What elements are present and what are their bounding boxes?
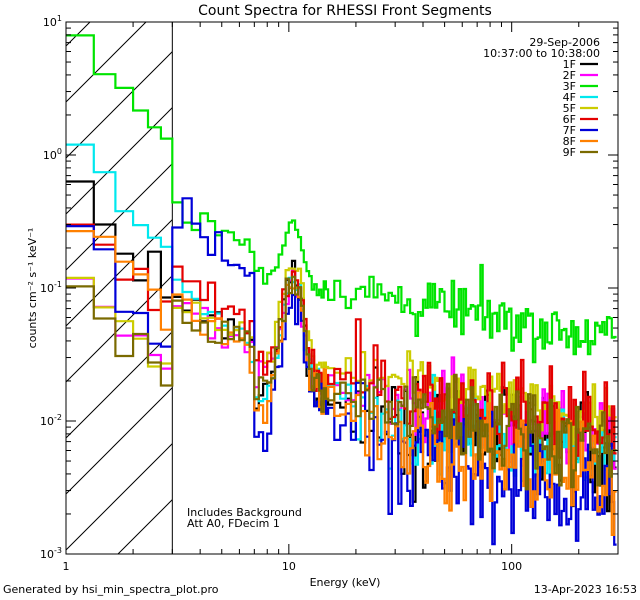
y-tick-label: 10-3 <box>40 546 62 561</box>
series-9F <box>66 275 617 491</box>
date-label: 29-Sep-2006 <box>529 36 600 49</box>
x-tick-label: 1 <box>63 560 70 573</box>
legend-label: 2F <box>563 69 576 82</box>
legend-label: 4F <box>563 91 576 104</box>
axes-layer: 1 10 100 101 100 10-1 10-2 10-3 <box>40 14 619 573</box>
legend-label: 7F <box>563 124 576 137</box>
annotation-background: Includes Background <box>187 506 302 519</box>
chart-title: Count Spectra for RHESSI Front Segments <box>198 3 492 19</box>
footer-generated-by: Generated by hsi_min_spectra_plot.pro <box>3 583 219 596</box>
legend-label: 5F <box>563 102 576 115</box>
legend-label: 6F <box>563 113 576 126</box>
legend-label: 3F <box>563 80 576 93</box>
y-tick-label: 10-1 <box>40 280 62 295</box>
legend-label: 8F <box>563 135 576 148</box>
legend-label: 1F <box>563 58 576 71</box>
y-tick-label: 10-2 <box>40 413 62 428</box>
y-tick-label: 100 <box>43 147 62 162</box>
footer-timestamp: 13-Apr-2023 16:53 <box>533 583 637 596</box>
series-layer <box>66 34 617 546</box>
legend-label: 9F <box>563 146 576 159</box>
hatched-attenuator-region <box>66 22 173 554</box>
series-3F <box>66 34 617 364</box>
time-range-label: 10:37:00 to 10:38:00 <box>483 47 600 60</box>
series-8F <box>66 230 617 536</box>
y-tick-label: 101 <box>43 14 62 29</box>
x-tick-label: 10 <box>282 560 296 573</box>
x-axis-label: Energy (keV) <box>310 576 381 589</box>
annotation-attenuator: Att A0, FDecim 1 <box>187 517 280 530</box>
y-axis-label: counts cm⁻² s⁻¹ keV⁻¹ <box>26 228 39 349</box>
series-7F <box>66 197 617 546</box>
x-tick-label: 100 <box>501 560 522 573</box>
